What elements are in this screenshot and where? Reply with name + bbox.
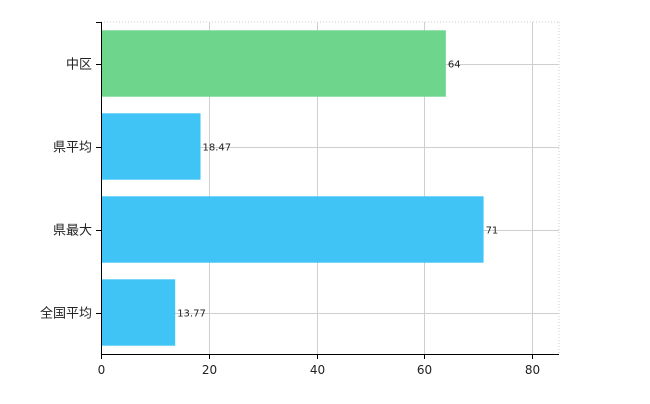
bars <box>101 30 484 346</box>
x-tick-label-2: 40 <box>310 363 325 377</box>
bar-1[interactable] <box>101 113 201 180</box>
category-label-3: 全国平均 <box>40 306 92 322</box>
labels: 64 中区 18.47 県平均 71 県最大 13.77 全国平均 0 20 40 60 80 <box>40 58 540 378</box>
bar-3[interactable] <box>101 279 176 346</box>
data-label-1: 18.47 <box>203 143 232 154</box>
data-label-2: 71 <box>486 226 499 237</box>
x-tick-label-1: 20 <box>202 363 217 377</box>
data-label-0: 64 <box>448 60 461 71</box>
category-label-1: 県平均 <box>53 141 92 156</box>
x-tick-label-4: 80 <box>525 363 540 377</box>
data-label-3: 13.77 <box>177 309 206 320</box>
x-tick-label-0: 0 <box>98 363 106 377</box>
bar-0[interactable] <box>101 30 446 97</box>
bar-2[interactable] <box>101 196 484 263</box>
category-label-0: 中区 <box>66 58 92 73</box>
category-label-2: 県最大 <box>53 224 92 239</box>
axes <box>96 22 559 359</box>
x-tick-label-3: 60 <box>417 363 432 377</box>
